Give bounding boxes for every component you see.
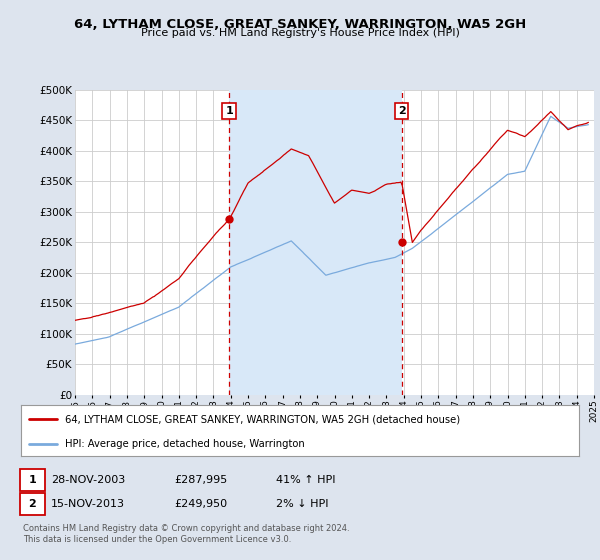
Text: £249,950: £249,950 <box>174 499 227 509</box>
Text: 2% ↓ HPI: 2% ↓ HPI <box>276 499 329 509</box>
Text: 1: 1 <box>225 106 233 116</box>
Text: 64, LYTHAM CLOSE, GREAT SANKEY, WARRINGTON, WA5 2GH (detached house): 64, LYTHAM CLOSE, GREAT SANKEY, WARRINGT… <box>65 414 460 424</box>
Text: 2: 2 <box>29 499 36 509</box>
Bar <box>229 90 401 395</box>
Text: Price paid vs. HM Land Registry's House Price Index (HPI): Price paid vs. HM Land Registry's House … <box>140 28 460 38</box>
Text: HPI: Average price, detached house, Warrington: HPI: Average price, detached house, Warr… <box>65 438 304 449</box>
Text: 2: 2 <box>398 106 406 116</box>
Text: 1: 1 <box>29 475 36 485</box>
Text: 15-NOV-2013: 15-NOV-2013 <box>51 499 125 509</box>
Text: Contains HM Land Registry data © Crown copyright and database right 2024.
This d: Contains HM Land Registry data © Crown c… <box>23 524 349 544</box>
Text: 41% ↑ HPI: 41% ↑ HPI <box>276 475 335 485</box>
Text: £287,995: £287,995 <box>174 475 227 485</box>
Text: 64, LYTHAM CLOSE, GREAT SANKEY, WARRINGTON, WA5 2GH: 64, LYTHAM CLOSE, GREAT SANKEY, WARRINGT… <box>74 18 526 31</box>
Text: 28-NOV-2003: 28-NOV-2003 <box>51 475 125 485</box>
